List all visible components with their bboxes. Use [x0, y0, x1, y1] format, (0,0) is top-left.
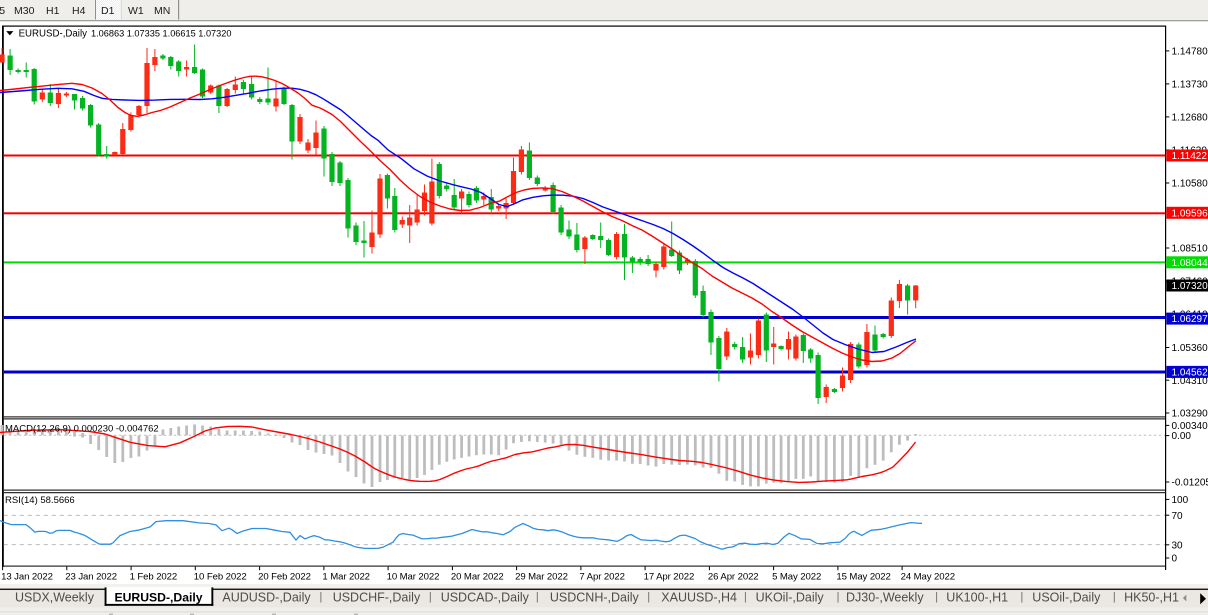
svg-text:17 Apr 2022: 17 Apr 2022 — [644, 572, 695, 583]
svg-text:30: 30 — [1172, 540, 1184, 551]
svg-text:XAUUSD-,H4: XAUUSD-,H4 — [661, 591, 737, 605]
svg-text:H4: H4 — [72, 5, 86, 17]
svg-text:1.04562: 1.04562 — [1172, 368, 1208, 379]
svg-text:1.04310: 1.04310 — [1172, 376, 1208, 387]
svg-text:13 Jan 2022: 13 Jan 2022 — [1, 572, 53, 583]
svg-text:1.08510: 1.08510 — [1172, 244, 1208, 255]
svg-text:10 Mar 2022: 10 Mar 2022 — [387, 572, 440, 583]
svg-text:70: 70 — [1172, 511, 1184, 522]
svg-text:1.12680: 1.12680 — [1172, 113, 1208, 124]
svg-text:D1: D1 — [101, 5, 115, 17]
svg-text:29 Mar 2022: 29 Mar 2022 — [515, 572, 568, 583]
svg-text:M30: M30 — [14, 5, 35, 17]
svg-text:USOil-,Daily: USOil-,Daily — [1032, 591, 1101, 605]
svg-text:UK100-,H1: UK100-,H1 — [946, 591, 1008, 605]
svg-text:1.06863 1.07335 1.06615 1.0732: 1.06863 1.07335 1.06615 1.07320 — [91, 29, 232, 39]
svg-text:EURUSD-,Daily: EURUSD-,Daily — [115, 591, 203, 605]
svg-text:7 Apr 2022: 7 Apr 2022 — [579, 572, 624, 583]
svg-text:10 Feb 2022: 10 Feb 2022 — [194, 572, 247, 583]
svg-text:100: 100 — [1172, 495, 1189, 506]
svg-text:15 May 2022: 15 May 2022 — [836, 572, 890, 583]
svg-text:1.06297: 1.06297 — [1172, 314, 1208, 325]
svg-text:1.09596: 1.09596 — [1172, 208, 1208, 219]
svg-text:DJ30-,Weekly: DJ30-,Weekly — [846, 591, 924, 605]
svg-text:1.05360: 1.05360 — [1172, 343, 1208, 354]
svg-text:RSI(14) 58.5666: RSI(14) 58.5666 — [5, 495, 75, 506]
svg-text:USDCNH-,Daily: USDCNH-,Daily — [550, 591, 640, 605]
svg-text:1.11422: 1.11422 — [1172, 151, 1208, 162]
svg-text:0: 0 — [1172, 554, 1178, 565]
svg-text:1.14780: 1.14780 — [1172, 47, 1208, 58]
svg-text:1.08044: 1.08044 — [1172, 258, 1208, 269]
svg-text:AUDUSD-,Daily: AUDUSD-,Daily — [222, 591, 311, 605]
svg-text:1.07320: 1.07320 — [1172, 281, 1208, 292]
svg-text:26 Apr 2022: 26 Apr 2022 — [708, 572, 759, 583]
svg-text:MACD(12,26,9) 0.000230 -0.0047: MACD(12,26,9) 0.000230 -0.004762 — [5, 424, 159, 435]
svg-text:H1: H1 — [46, 5, 60, 17]
svg-text:0.003408: 0.003408 — [1172, 421, 1208, 432]
svg-text:1 Mar 2022: 1 Mar 2022 — [322, 572, 370, 583]
svg-text:1.03290: 1.03290 — [1172, 409, 1208, 420]
svg-text:EURUSD-,Daily: EURUSD-,Daily — [19, 29, 88, 40]
svg-text:1.13730: 1.13730 — [1172, 80, 1208, 91]
svg-text:20 Mar 2022: 20 Mar 2022 — [451, 572, 504, 583]
svg-text:20 Feb 2022: 20 Feb 2022 — [258, 572, 311, 583]
svg-text:USDX,Weekly: USDX,Weekly — [15, 591, 95, 605]
svg-text:1 Feb 2022: 1 Feb 2022 — [130, 572, 178, 583]
svg-text:HK50-,H1: HK50-,H1 — [1124, 591, 1179, 605]
svg-text:USDCHF-,Daily: USDCHF-,Daily — [333, 591, 421, 605]
svg-text:24 May 2022: 24 May 2022 — [901, 572, 955, 583]
svg-text:MN: MN — [154, 5, 170, 17]
svg-text:5 May 2022: 5 May 2022 — [772, 572, 821, 583]
svg-text:M5: M5 — [0, 5, 5, 17]
svg-text:USDCAD-,Daily: USDCAD-,Daily — [441, 591, 530, 605]
svg-text:23 Jan 2022: 23 Jan 2022 — [65, 572, 117, 583]
svg-text:-0.012058: -0.012058 — [1172, 478, 1208, 489]
svg-text:W1: W1 — [128, 5, 144, 17]
svg-text:0.00: 0.00 — [1172, 431, 1192, 442]
svg-text:UKOil-,Daily: UKOil-,Daily — [756, 591, 825, 605]
svg-text:1.10580: 1.10580 — [1172, 179, 1208, 190]
